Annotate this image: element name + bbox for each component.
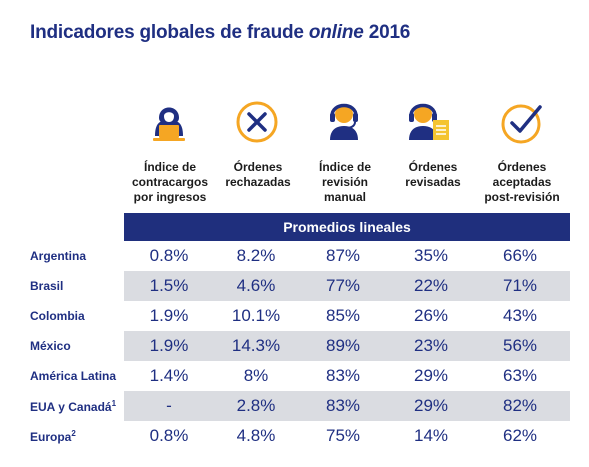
table-cell: 14%	[413, 426, 449, 445]
row-label-text: América Latina	[30, 369, 117, 383]
table-cell: 4.6%	[236, 276, 276, 295]
row-label: México	[30, 339, 71, 353]
table-row: EUA y Canadá1 - 2.8% 83% 29% 82%	[0, 391, 589, 421]
row-label: Argentina	[30, 249, 86, 263]
row-label: Europa2	[30, 429, 76, 444]
table-cell: 1.4%	[149, 366, 189, 385]
check-circle-icon	[499, 98, 547, 146]
col-header-revision-manual: Índice de revisión manual	[318, 160, 371, 204]
row-label: Colombia	[30, 309, 85, 323]
row-label: Brasil	[30, 279, 63, 293]
col-header-rechazadas: Órdenes rechazadas	[225, 160, 291, 189]
table-cell: 87%	[325, 246, 361, 265]
table-cell: 26%	[413, 306, 449, 325]
title-suffix: 2016	[363, 22, 411, 43]
table-cell: 29%	[413, 366, 449, 385]
table-cell: 10.1%	[231, 306, 281, 325]
table-cell: 14.3%	[231, 336, 281, 355]
table-cell: 2.8%	[236, 396, 276, 415]
row-label-text: Europa	[30, 430, 72, 444]
banner-promedios: Promedios lineales	[124, 213, 570, 241]
col-header-revisadas: Órdenes revisadas	[405, 160, 461, 189]
table-cell: 83%	[325, 396, 361, 415]
col-header-contracargos: Índice de contracargos por ingresos	[131, 160, 209, 204]
table-row: Argentina 0.8% 8.2% 87% 35% 66%	[0, 241, 589, 271]
headset-agent-icon	[320, 96, 368, 144]
table-row: Colombia 1.9% 10.1% 85% 26% 43%	[0, 301, 589, 331]
page-title: Indicadores globales de fraude online 20…	[30, 22, 410, 44]
table-cell: 29%	[413, 396, 449, 415]
table-cell: 8%	[243, 366, 269, 385]
table-cell: 82%	[502, 396, 538, 415]
table-cell: 1.5%	[149, 276, 189, 295]
row-label-text: Colombia	[30, 309, 85, 323]
agent-document-icon	[405, 96, 453, 144]
table-cell: 89%	[325, 336, 361, 355]
table-cell: 43%	[502, 306, 538, 325]
table-cell: 85%	[325, 306, 361, 325]
table-row: México 1.9% 14.3% 89% 23% 56%	[0, 331, 589, 361]
row-footnote-marker: 1	[111, 399, 117, 408]
table-cell: -	[166, 396, 172, 415]
title-italic: online	[308, 22, 364, 43]
table-cell: 8.2%	[236, 246, 276, 265]
table-cell: 4.8%	[236, 426, 276, 445]
table-cell: 71%	[502, 276, 538, 295]
row-label-text: Brasil	[30, 279, 64, 293]
table-cell: 62%	[502, 426, 538, 445]
title-prefix: Indicadores globales de fraude	[30, 22, 309, 43]
table-cell: 77%	[325, 276, 361, 295]
hacker-laptop-icon	[145, 96, 193, 144]
table-cell: 66%	[502, 246, 538, 265]
col-header-aceptadas: Órdenes aceptadas post-revisión	[484, 160, 560, 204]
table-cell: 83%	[325, 366, 361, 385]
x-circle-icon	[233, 98, 281, 146]
row-label: América Latina	[30, 369, 116, 383]
table-cell: 75%	[325, 426, 361, 445]
table-cell: 35%	[413, 246, 449, 265]
row-footnote-marker: 2	[71, 429, 76, 438]
row-band	[124, 391, 570, 421]
table-cell: 0.8%	[149, 426, 189, 445]
row-band	[124, 331, 570, 361]
table-cell: 63%	[502, 366, 538, 385]
table-cell: 23%	[413, 336, 449, 355]
table-cell: 56%	[502, 336, 538, 355]
row-label-text: EUA y Canadá	[30, 400, 112, 414]
row-label: EUA y Canadá1	[30, 399, 116, 414]
data-table: Argentina 0.8% 8.2% 87% 35% 66% Brasil 1.5% 4.6%…	[0, 241, 589, 451]
table-row: Brasil 1.5% 4.6% 77% 22% 71%	[0, 271, 589, 301]
table-cell: 0.8%	[149, 246, 189, 265]
table-cell: 22%	[413, 276, 449, 295]
row-label-text: México	[30, 339, 71, 353]
table-cell: 1.9%	[149, 336, 189, 355]
table-row: América Latina 1.4% 8% 83% 29% 63%	[0, 361, 589, 391]
table-cell: 1.9%	[149, 306, 189, 325]
row-band	[124, 271, 570, 301]
table-row: Europa2 0.8% 4.8% 75% 14% 62%	[0, 421, 589, 451]
row-label-text: Argentina	[30, 249, 87, 263]
